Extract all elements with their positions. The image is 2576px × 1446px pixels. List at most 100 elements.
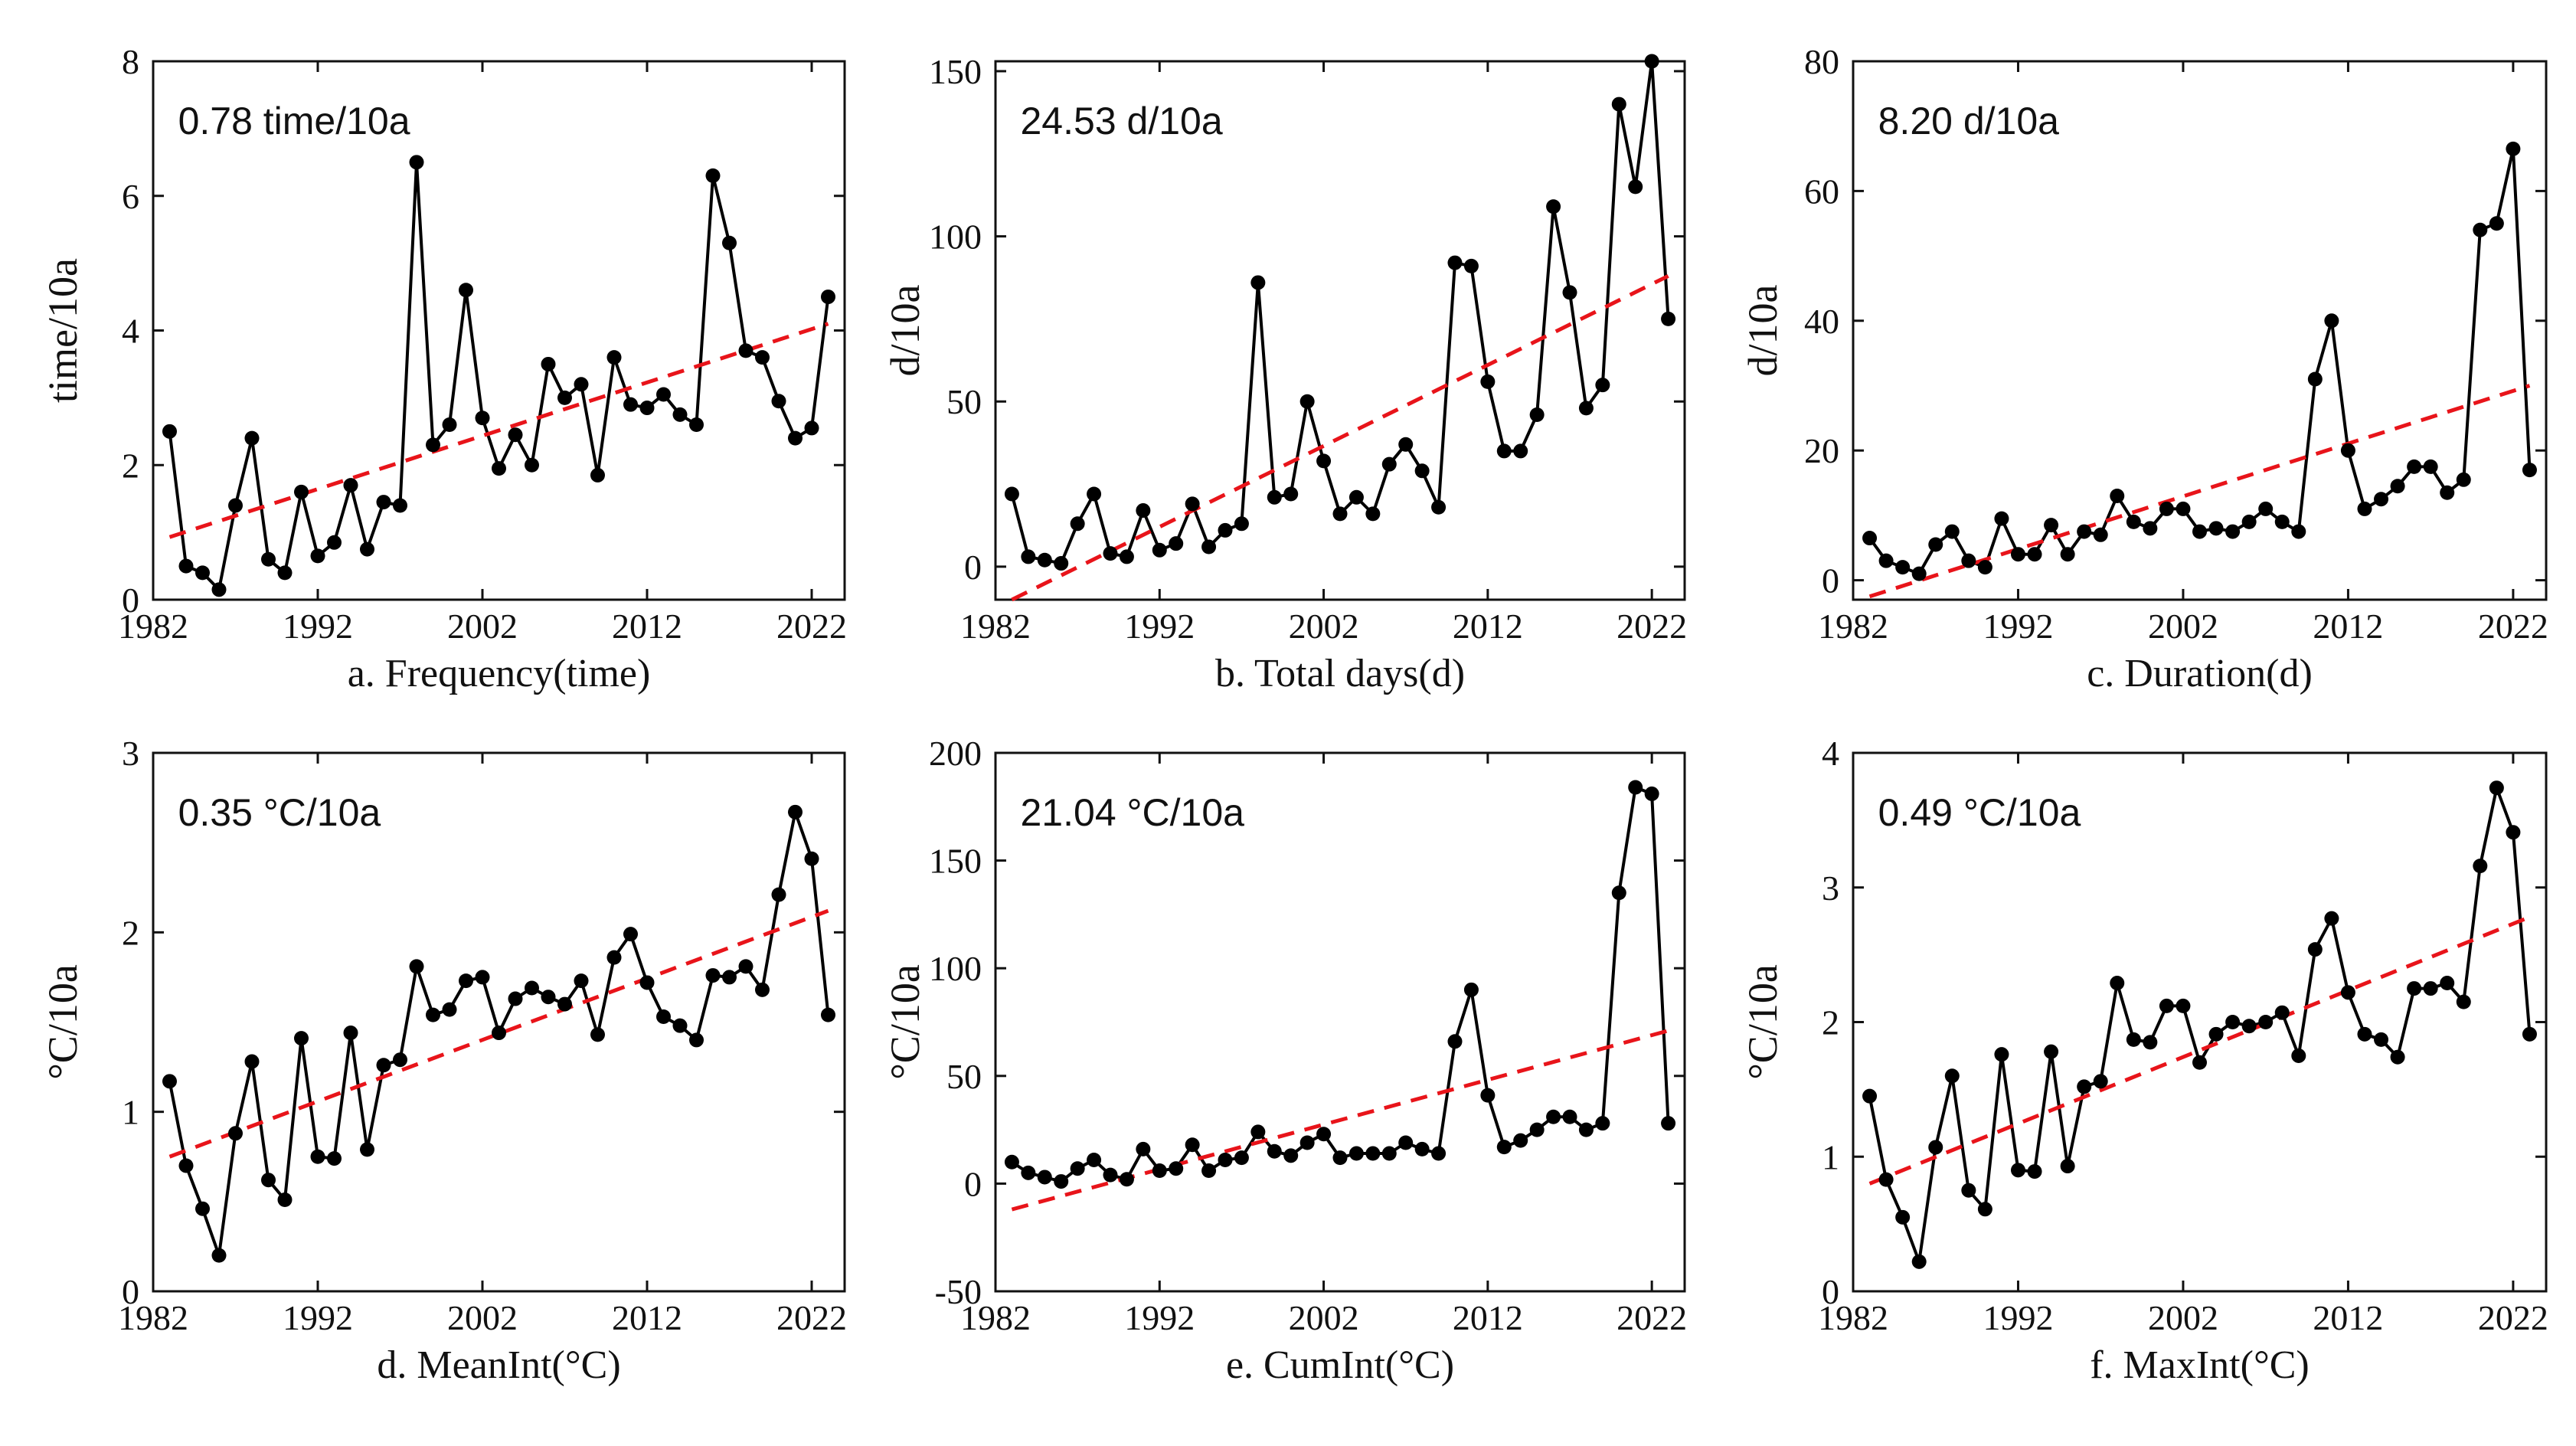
y-tick-label: 80 xyxy=(1804,42,1839,81)
data-point xyxy=(1862,531,1878,546)
data-point xyxy=(1119,1172,1134,1187)
data-point xyxy=(1250,275,1266,290)
data-point xyxy=(1332,1150,1348,1166)
data-point xyxy=(2225,1015,2241,1029)
data-point xyxy=(672,407,688,422)
y-tick-label: 0 xyxy=(122,1272,139,1311)
data-point xyxy=(393,1052,407,1068)
data-point xyxy=(2357,501,2372,516)
data-point xyxy=(2225,524,2241,539)
data-point xyxy=(2208,1026,2224,1042)
data-point xyxy=(1496,443,1512,459)
data-point xyxy=(1136,1141,1151,1156)
data-point xyxy=(2440,976,2455,991)
y-tick-label: 100 xyxy=(929,949,982,988)
axes-frame xyxy=(994,751,1686,1293)
y-tick-label: 150 xyxy=(929,842,982,881)
data-point xyxy=(2027,547,2042,562)
data-point xyxy=(1414,463,1430,479)
data-point xyxy=(722,235,737,250)
data-point xyxy=(1578,1122,1594,1137)
data-point xyxy=(1895,560,1911,575)
x-tick-label: 1992 xyxy=(1983,607,2053,646)
data-point xyxy=(277,1192,293,1207)
y-tick-label: 3 xyxy=(1822,869,1839,908)
data-point xyxy=(195,565,210,581)
data-point xyxy=(327,535,342,550)
data-point xyxy=(2522,463,2537,478)
x-tick-label: 2022 xyxy=(776,1298,847,1337)
data-point xyxy=(228,1126,243,1141)
data-point xyxy=(606,950,622,965)
data-point xyxy=(1878,553,1894,568)
x-tick-label: 2022 xyxy=(2478,1298,2548,1337)
data-point xyxy=(1348,489,1364,505)
data-point xyxy=(1644,54,1659,69)
data-point xyxy=(1398,437,1414,452)
data-point xyxy=(1661,1116,1676,1131)
data-point xyxy=(606,350,622,365)
data-point xyxy=(2110,976,2125,991)
data-point xyxy=(2093,527,2108,542)
y-axis-label: d/10a xyxy=(882,284,928,376)
data-point xyxy=(755,982,770,997)
data-point xyxy=(623,927,638,942)
data-point xyxy=(1152,1163,1167,1179)
data-point xyxy=(1628,179,1643,195)
data-point xyxy=(1234,1150,1249,1166)
y-tick-label: 60 xyxy=(1804,172,1839,211)
data-point xyxy=(1895,1209,1911,1225)
trend-rate-annotation: 24.53 d/10a xyxy=(1021,100,1223,142)
data-point xyxy=(1185,496,1200,512)
data-point xyxy=(2010,1163,2025,1178)
data-point xyxy=(1267,489,1282,505)
x-tick-label: 2022 xyxy=(2478,607,2548,646)
x-tick-label: 2002 xyxy=(447,607,518,646)
y-tick-label: -50 xyxy=(935,1272,982,1311)
data-point xyxy=(228,498,243,513)
data-point xyxy=(574,973,589,989)
x-axis-label: d. MeanInt(°C) xyxy=(377,1343,620,1387)
data-point xyxy=(2489,216,2504,231)
trend-rate-annotation: 21.04 °C/10a xyxy=(1021,791,1245,834)
data-point xyxy=(2010,547,2025,562)
y-tick-label: 2 xyxy=(1822,1003,1839,1042)
data-point xyxy=(1961,1183,1976,1198)
data-point xyxy=(261,1173,276,1188)
y-tick-label: 6 xyxy=(122,177,139,216)
data-point xyxy=(788,430,803,446)
data-point xyxy=(195,1201,210,1216)
x-tick-label: 1982 xyxy=(1818,1298,1888,1337)
panel-b: 1982 1992 2002 2012 2022 0 50 100 150 d/10a b. Tot… xyxy=(882,52,1687,695)
y-axis-label: °C/10a xyxy=(40,964,86,1080)
x-tick-label: 2022 xyxy=(776,607,847,646)
x-tick-label: 1982 xyxy=(118,1298,188,1337)
data-point xyxy=(1070,1161,1085,1176)
x-tick-label: 2022 xyxy=(1617,607,1687,646)
data-point xyxy=(2077,1079,2092,1094)
data-point xyxy=(1928,1140,1943,1155)
data-point xyxy=(1234,516,1249,532)
data-point xyxy=(1070,516,1085,532)
data-point xyxy=(2110,488,2125,503)
data-point xyxy=(1529,407,1545,422)
data-point xyxy=(1250,1124,1266,1140)
data-point xyxy=(1480,1088,1496,1103)
y-tick-label: 8 xyxy=(122,42,139,81)
y-tick-label: 1 xyxy=(122,1093,139,1132)
data-point xyxy=(2044,1044,2059,1059)
data-point xyxy=(162,424,177,439)
data-point xyxy=(1994,511,2009,526)
data-point xyxy=(2374,1032,2389,1047)
x-axis-label: e. CumInt(°C) xyxy=(1226,1343,1454,1387)
data-point xyxy=(639,975,655,990)
x-tick-label: 2012 xyxy=(612,1298,682,1337)
x-tick-label: 2012 xyxy=(612,607,682,646)
data-point xyxy=(2291,1048,2306,1063)
data-point xyxy=(2456,994,2471,1009)
data-point xyxy=(2093,1074,2108,1089)
panel-e: 1982 1992 2002 2012 2022 -50 0 50 100 150 200 °C/10… xyxy=(882,734,1687,1387)
data-point xyxy=(1944,1068,1960,1084)
data-point xyxy=(639,401,655,416)
trend-line xyxy=(1868,915,2531,1186)
